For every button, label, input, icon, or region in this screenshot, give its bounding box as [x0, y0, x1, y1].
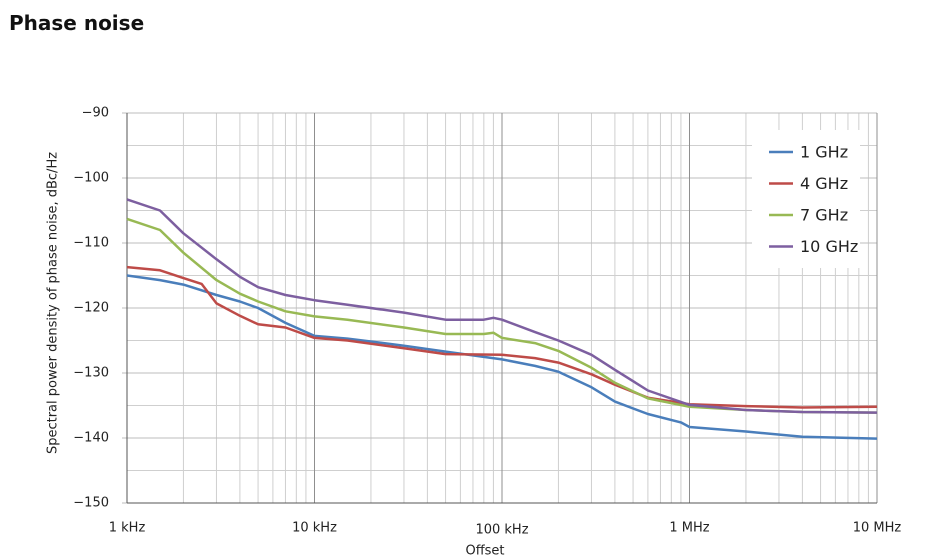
y-tick-label: −130 — [73, 366, 109, 381]
x-tick-label: 100 kHz — [475, 523, 528, 538]
y-axis-label: Spectral power density of phase noise, d… — [46, 152, 61, 454]
legend-label: 10 GHz — [800, 237, 858, 256]
x-tick-label: 10 kHz — [292, 521, 337, 536]
series-line — [126, 265, 878, 409]
y-tick-label: −150 — [73, 496, 109, 511]
y-tick-label: −120 — [73, 301, 109, 316]
y-tick-label: −90 — [82, 106, 109, 121]
x-tick-label: 10 MHz — [853, 521, 902, 536]
page-title: Phase noise — [9, 11, 145, 35]
y-tick-label: −140 — [73, 431, 109, 446]
series-line — [126, 198, 878, 414]
x-axis-label: Offset — [465, 544, 504, 558]
y-tick-label: −100 — [73, 171, 109, 186]
lines — [126, 198, 878, 440]
legend: 1 GHz 4 GHz 7 GHz 10 GHz — [752, 130, 860, 268]
legend-label: 4 GHz — [800, 174, 848, 193]
legend-label: 7 GHz — [800, 206, 848, 225]
labels: Spectral power density of phase noise, d… — [46, 106, 902, 558]
y-tick-label: −110 — [73, 236, 109, 251]
series-line — [126, 217, 878, 414]
legend-label: 1 GHz — [800, 143, 848, 162]
x-tick-label: 1 MHz — [669, 521, 709, 536]
x-tick-label: 1 kHz — [109, 521, 146, 536]
